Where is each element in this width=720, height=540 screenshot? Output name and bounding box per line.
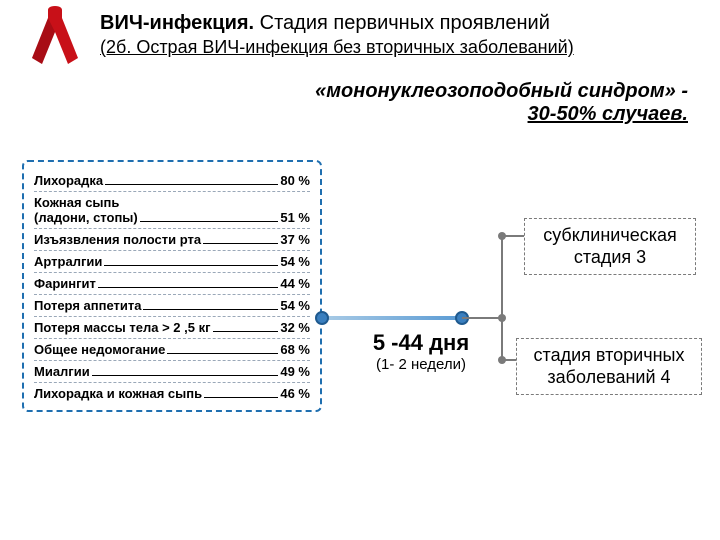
symptom-row: Лихорадка 80 % [34,170,310,192]
symptom-row: Потеря массы тела > 2 ,5 кг 32 % [34,317,310,339]
symptom-underline [140,221,279,222]
symptom-label: Общее недомогание [34,342,165,357]
syndrome-line2: 30-50% случаев. [315,103,688,126]
symptom-list-box: Лихорадка 80 % Кожная сыпь (ладони, стопы)… [22,160,322,412]
days-sub: (1- 2 недели) [346,356,496,373]
symptom-row: Кожная сыпь (ладони, стопы) 51 % [34,192,310,229]
days-main: 5 -44 дня [346,330,496,356]
symptom-underline [203,243,278,244]
symptom-underline [167,353,278,354]
symptom-underline [204,397,278,398]
symptom-label: Потеря массы тела > 2 ,5 кг [34,320,211,335]
symptom-percent: 54 % [280,254,310,269]
symptom-row: Миалгии 49 % [34,361,310,383]
symptom-percent: 49 % [280,364,310,379]
symptom-label: Фарингит [34,276,96,291]
title-line-2: (2б. Острая ВИЧ-инфекция без вторичных з… [100,37,690,58]
symptom-underline [104,265,278,266]
symptom-percent: 44 % [280,276,310,291]
symptom-row: Фарингит 44 % [34,273,310,295]
symptom-underline [92,375,279,376]
stage-4-box: стадия вторичных заболеваний 4 [516,338,702,395]
symptom-underline [98,287,278,288]
symptom-label: Кожная сыпь (ладони, стопы) [34,195,138,225]
symptom-label: Артралгии [34,254,102,269]
symptom-underline [143,309,278,310]
symptom-row: Артралгии 54 % [34,251,310,273]
syndrome-line1: «мононуклеозоподобный синдром» - [315,80,688,103]
symptom-percent: 68 % [280,342,310,357]
symptom-percent: 32 % [280,320,310,335]
timeline-bar [322,316,462,320]
symptom-row: Лихорадка и кожная сыпь 46 % [34,383,310,404]
days-block: 5 -44 дня (1- 2 недели) [346,330,496,373]
symptom-row: Потеря аппетита 54 % [34,295,310,317]
symptom-label: Лихорадка и кожная сыпь [34,386,202,401]
symptom-underline [105,184,278,185]
symptom-percent: 51 % [280,210,310,225]
title-line-1: ВИЧ-инфекция. Стадия первичных проявлени… [100,12,690,35]
stage-3-box: субклиническая стадия 3 [524,218,696,275]
symptom-percent: 54 % [280,298,310,313]
symptom-row: Изъязвления полости рта 37 % [34,229,310,251]
slide-header: ВИЧ-инфекция. Стадия первичных проявлени… [100,12,690,58]
symptom-percent: 80 % [280,173,310,188]
symptom-label: Изъязвления полости рта [34,232,201,247]
symptom-label: Лихорадка [34,173,103,188]
symptom-percent: 37 % [280,232,310,247]
timeline-start-dot [315,311,329,325]
symptom-label: Потеря аппетита [34,298,141,313]
syndrome-subtitle: «мононуклеозоподобный синдром» - 30-50% … [315,80,688,126]
symptom-underline [213,331,279,332]
symptom-label: Миалгии [34,364,90,379]
symptom-row: Общее недомогание 68 % [34,339,310,361]
symptom-percent: 46 % [280,386,310,401]
aids-ribbon-icon [28,6,82,73]
